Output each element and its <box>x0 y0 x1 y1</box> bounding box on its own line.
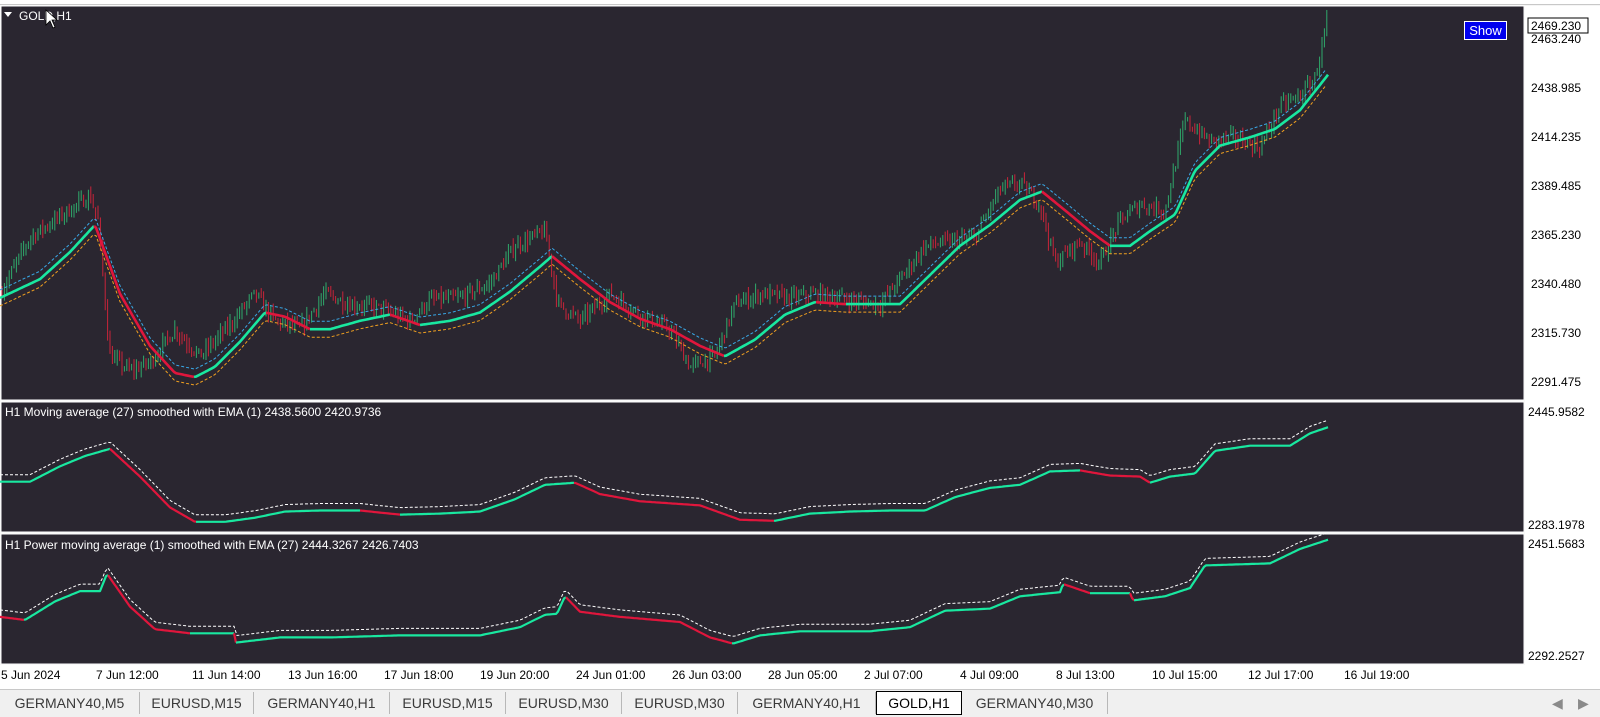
ma-segment <box>0 225 95 300</box>
tab-scroll-right-icon[interactable]: ▶ <box>1578 695 1589 711</box>
tab-gold-h1[interactable]: GOLD,H1 <box>876 691 962 715</box>
indicator-panel-1[interactable] <box>0 401 1525 533</box>
tab-scroll-left-icon[interactable]: ◀ <box>1552 695 1563 711</box>
tab-germany40-h1-2[interactable]: GERMANY40,H1 <box>738 692 876 714</box>
price-label: 2315.730 <box>1531 326 1581 340</box>
indicator-1-segment <box>1079 469 1151 484</box>
ma-segment <box>1110 73 1330 248</box>
tab-germany40-m30[interactable]: GERMANY40,M30 <box>962 692 1108 714</box>
indicator-2-segment <box>732 583 1065 645</box>
indicator-panel-2[interactable] <box>0 533 1525 665</box>
collapse-triangle-icon[interactable] <box>4 12 12 17</box>
ma-segment <box>723 300 817 358</box>
indicator-2-segment <box>1128 592 1135 602</box>
time-label: 12 Jul 17:00 <box>1248 668 1314 682</box>
show-button[interactable]: Show <box>1464 21 1507 40</box>
ma-segment <box>265 311 311 331</box>
current-price-label: 2469.230 <box>1531 19 1581 33</box>
time-scale-labels: 5 Jun 2024 7 Jun 12:00 11 Jun 14:00 13 J… <box>1 668 1410 682</box>
time-label: 11 Jun 14:00 <box>192 668 261 682</box>
price-label: 2340.480 <box>1531 277 1581 291</box>
price-label: 2463.240 <box>1531 32 1581 46</box>
price-label: 2291.475 <box>1531 375 1581 389</box>
time-label: 19 Jun 20:00 <box>480 668 550 682</box>
tab-germany40-m5[interactable]: GERMANY40,M5 <box>0 692 140 714</box>
indicator-2-segment <box>107 574 191 635</box>
indicator-1-segment <box>109 448 197 523</box>
indicator-2-lines <box>0 532 1329 645</box>
indicator-1-segment <box>400 481 575 516</box>
indicator-1-label: H1 Moving average (27) smoothed with EMA… <box>5 405 382 419</box>
window-top-edge <box>0 0 1600 5</box>
indicator-2-segment <box>0 615 25 621</box>
indicator-1-segment <box>773 469 1081 522</box>
lower-band-line <box>0 84 1327 386</box>
indicator-1-segment <box>0 447 111 483</box>
time-label: 28 Jun 05:00 <box>768 668 838 682</box>
time-label: 2 Jul 07:00 <box>864 668 923 682</box>
indicator-2-segment <box>23 574 109 621</box>
time-label: 4 Jul 09:00 <box>960 668 1019 682</box>
price-label: 2438.985 <box>1531 81 1581 95</box>
ma-segment <box>93 225 195 379</box>
price-scale-labels: 2469.230 2463.240 2438.985 2414.235 2389… <box>1527 17 1589 663</box>
indicator-1-max: 2445.9582 <box>1528 405 1585 419</box>
tab-eurusd-m30[interactable]: EURUSD,M30 <box>506 692 622 714</box>
ma-segment <box>1041 190 1111 247</box>
time-scale <box>0 665 1600 689</box>
time-label: 7 Jun 12:00 <box>96 668 159 682</box>
mouse-cursor-icon <box>45 9 59 29</box>
indicator-1-segment <box>1149 426 1329 484</box>
price-label: 2389.485 <box>1531 179 1581 193</box>
time-label: 10 Jul 15:00 <box>1152 668 1218 682</box>
time-label: 8 Jul 13:00 <box>1056 668 1115 682</box>
moving-average-line <box>0 73 1330 379</box>
indicator-1-segment <box>573 481 775 522</box>
indicator-2-segment <box>1063 583 1091 595</box>
symbol-header[interactable]: GOLD,H1 <box>4 9 72 23</box>
time-label: 5 Jun 2024 <box>1 668 61 682</box>
indicator-1-segment <box>196 509 360 523</box>
ma-segment <box>815 300 846 306</box>
indicator-1-min: 2283.1978 <box>1528 518 1585 532</box>
ma-segment <box>389 313 421 327</box>
upper-band-line <box>0 68 1327 370</box>
indicator-2-max: 2451.5683 <box>1528 537 1585 551</box>
time-label: 26 Jun 03:00 <box>672 668 742 682</box>
ma-segment <box>419 255 553 327</box>
ma-segment <box>551 255 725 358</box>
tab-eurusd-m30-2[interactable]: EURUSD,M30 <box>622 692 738 714</box>
time-label: 17 Jun 18:00 <box>384 668 454 682</box>
tab-eurusd-m15-2[interactable]: EURUSD,M15 <box>390 692 506 714</box>
chart-area[interactable]: GOLD,H1 H1 Moving average (27) smoothed … <box>0 0 1600 689</box>
time-label: 24 Jun 01:00 <box>576 668 646 682</box>
indicator-1-signal-line <box>0 420 1327 516</box>
indicator-2-signal-line <box>0 532 1327 637</box>
price-label: 2365.230 <box>1531 228 1581 242</box>
tab-germany40-h1[interactable]: GERMANY40,H1 <box>254 692 390 714</box>
indicator-1-lines <box>0 420 1329 523</box>
time-label: 13 Jun 16:00 <box>288 668 358 682</box>
indicator-2-min: 2292.2527 <box>1528 649 1585 663</box>
chart-tab-bar: GERMANY40,M5 EURUSD,M15 GERMANY40,H1 EUR… <box>0 689 1600 717</box>
time-label: 16 Jul 19:00 <box>1344 668 1410 682</box>
tab-eurusd-m15[interactable]: EURUSD,M15 <box>140 692 254 714</box>
indicator-2-segment <box>232 633 238 643</box>
ma-segment <box>310 313 391 331</box>
indicator-2-segment <box>1133 538 1329 602</box>
indicator-2-segment <box>565 596 733 645</box>
indicator-2-segment <box>235 596 567 644</box>
symbol-title: GOLD,H1 <box>19 9 72 23</box>
indicator-2-label: H1 Power moving average (1) smoothed wit… <box>5 538 419 552</box>
envelope-bands <box>0 68 1327 386</box>
price-scale <box>1525 6 1600 666</box>
indicator-1-segment <box>359 509 401 516</box>
price-label: 2414.235 <box>1531 130 1581 144</box>
current-price-box <box>1527 17 1589 34</box>
ma-segment <box>846 190 1043 306</box>
ma-segment <box>193 311 267 379</box>
